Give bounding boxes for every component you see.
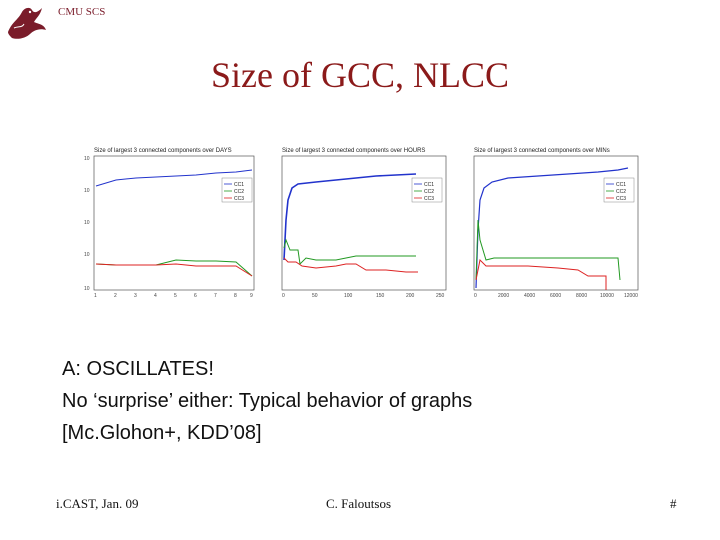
plot-days-legend-cc1: CC1 bbox=[234, 182, 244, 188]
plot-days-title: Size of largest 3 connected components o… bbox=[94, 148, 232, 154]
plot-days-xtick: 6 bbox=[194, 293, 197, 299]
plot-hours-xtick: 0 bbox=[282, 293, 285, 299]
plot-days-ytick: 10 bbox=[84, 252, 90, 258]
plot-days-cc3-line bbox=[95, 263, 253, 277]
plot-mins-xtick: 0 bbox=[474, 293, 477, 299]
plot-days-xtick: 9 bbox=[250, 293, 253, 299]
plot-days-xtick: 3 bbox=[134, 293, 137, 299]
plot-mins: Size of largest 3 connected components o… bbox=[473, 148, 639, 299]
plot-mins-title: Size of largest 3 connected components o… bbox=[474, 148, 610, 154]
plot-mins-frame bbox=[473, 155, 639, 291]
footer-center: C. Faloutsos bbox=[326, 496, 392, 511]
plot-days-ytick: 10 bbox=[84, 188, 90, 194]
plot-days-xtick: 5 bbox=[174, 293, 177, 299]
slide-title: Size of GCC, NLCC bbox=[210, 55, 509, 95]
plot-hours-xtick: 250 bbox=[436, 293, 445, 299]
plot-mins-xtick: 6000 bbox=[550, 293, 561, 299]
plots-area: Size of largest 3 connected components o… bbox=[84, 140, 644, 300]
body-line-citation: [Mc.Glohon+, KDD’08] bbox=[62, 422, 262, 444]
footer-page-number: # bbox=[670, 496, 677, 511]
body-line-no-surprise: No ‘surprise’ either: Typical behavior o… bbox=[62, 390, 473, 412]
plot-days-xtick: 1 bbox=[94, 293, 97, 299]
plot-hours-xtick: 150 bbox=[376, 293, 385, 299]
plot-mins-xtick: 4000 bbox=[524, 293, 535, 299]
plot-hours-cc1-line bbox=[283, 173, 417, 261]
plot-days-cc1-line bbox=[95, 169, 253, 187]
footer-left: i.CAST, Jan. 09 bbox=[56, 496, 139, 511]
plot-hours-xtick: 100 bbox=[344, 293, 353, 299]
plot-hours-legend-cc1: CC1 bbox=[424, 182, 434, 188]
plot-hours-cc2-line bbox=[283, 238, 416, 266]
plot-days-ytick: 10 bbox=[84, 220, 90, 226]
plot-mins-legend-cc3: CC3 bbox=[616, 196, 626, 202]
plot-days-xtick: 2 bbox=[114, 293, 117, 299]
plot-mins-xtick: 8000 bbox=[576, 293, 587, 299]
plot-days-ytick: 10 bbox=[84, 286, 90, 292]
plot-hours-xtick: 50 bbox=[312, 293, 318, 299]
plot-days-ytick: 10 bbox=[84, 156, 90, 162]
plot-mins-cc3-line bbox=[475, 258, 607, 290]
plot-hours: Size of largest 3 connected components o… bbox=[281, 148, 447, 299]
plot-hours-frame bbox=[281, 155, 447, 291]
plot-mins-legend-cc2: CC2 bbox=[616, 189, 626, 195]
plot-hours-legend bbox=[411, 177, 443, 203]
org-label: CMU SCS bbox=[58, 6, 106, 18]
plot-mins-cc1-line bbox=[475, 167, 629, 289]
plot-days: Size of largest 3 connected components o… bbox=[84, 148, 255, 299]
plot-days-xtick: 8 bbox=[234, 293, 237, 299]
plot-mins-xtick: 10000 bbox=[600, 293, 614, 299]
plot-hours-legend-cc2: CC2 bbox=[424, 189, 434, 195]
plot-hours-cc3-line bbox=[283, 257, 418, 273]
cmu-dragon-logo-icon bbox=[8, 7, 46, 39]
plot-mins-xtick: 12000 bbox=[624, 293, 638, 299]
plot-days-xtick: 7 bbox=[214, 293, 217, 299]
plot-hours-xtick: 200 bbox=[406, 293, 415, 299]
plot-mins-xtick: 2000 bbox=[498, 293, 509, 299]
plot-days-legend-cc2: CC2 bbox=[234, 189, 244, 195]
plot-mins-legend-cc1: CC1 bbox=[616, 182, 626, 188]
plot-mins-cc2-line bbox=[475, 219, 621, 281]
body-line-answer: A: OSCILLATES! bbox=[62, 358, 214, 380]
plot-hours-legend-cc3: CC3 bbox=[424, 196, 434, 202]
plot-hours-title: Size of largest 3 connected components o… bbox=[282, 148, 425, 154]
plot-days-xtick: 4 bbox=[154, 293, 157, 299]
plot-days-legend-cc3: CC3 bbox=[234, 196, 244, 202]
